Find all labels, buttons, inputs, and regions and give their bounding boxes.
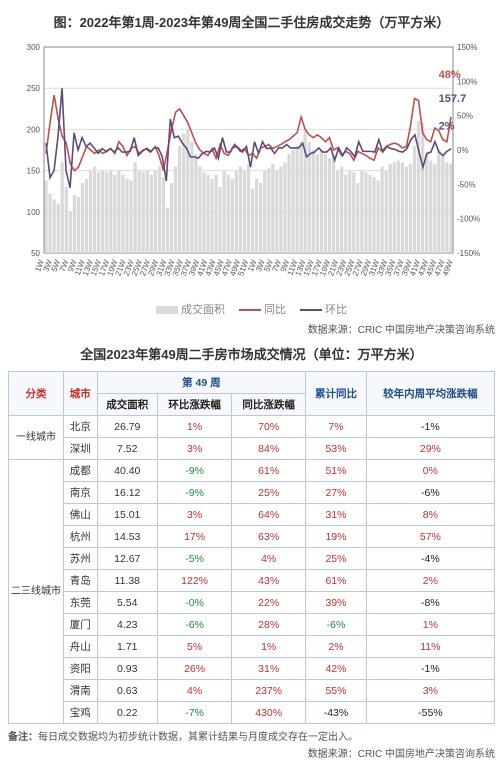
table-note: 备注：每日成交数据均为初步统计数据，其累计结果与月度成交存在一定出入。	[8, 728, 495, 743]
chart-source: 数据来源：CRIC 中国房地产决策咨询系统	[8, 321, 495, 336]
svg-text:0%: 0%	[457, 146, 469, 155]
svg-text:-150%: -150%	[457, 249, 480, 258]
svg-text:100: 100	[27, 208, 41, 217]
svg-text:-50%: -50%	[457, 180, 476, 189]
chart-svg: 50100150200250300-150%-100%-50%0%50%100%…	[8, 39, 495, 299]
svg-text:50: 50	[31, 249, 40, 258]
svg-text:-100%: -100%	[457, 215, 480, 224]
svg-text:157.7: 157.7	[439, 93, 467, 105]
svg-text:50%: 50%	[457, 112, 473, 121]
data-table: 分类城市第 49 周累计同比较年内周平均涨跌幅成交面积环比涨跌幅同比涨跌幅一线城…	[8, 371, 495, 724]
svg-text:150%: 150%	[457, 43, 477, 52]
chart-area: 50100150200250300-150%-100%-50%0%50%100%…	[8, 39, 495, 299]
svg-text:300: 300	[27, 43, 41, 52]
table-title: 全国2023年第49周二手房市场成交情况（单位：万平方米）	[8, 344, 495, 363]
note-label: 备注：	[8, 732, 38, 743]
svg-text:150: 150	[27, 167, 41, 176]
svg-text:250: 250	[27, 84, 41, 93]
note-text: 每日成交数据均为初步统计数据，其累计结果与月度成交存在一定出入。	[38, 732, 358, 743]
svg-text:200: 200	[27, 125, 41, 134]
chart-legend: 成交面积同比环比	[8, 301, 495, 317]
svg-text:48%: 48%	[439, 69, 461, 81]
table-source: 数据来源：CRIC 中国房地产决策咨询系统	[8, 745, 495, 760]
svg-text:2%: 2%	[439, 120, 455, 132]
chart-title: 图：2022年第1周-2023年第49周全国二手住房成交走势（万平方米）	[8, 12, 495, 31]
